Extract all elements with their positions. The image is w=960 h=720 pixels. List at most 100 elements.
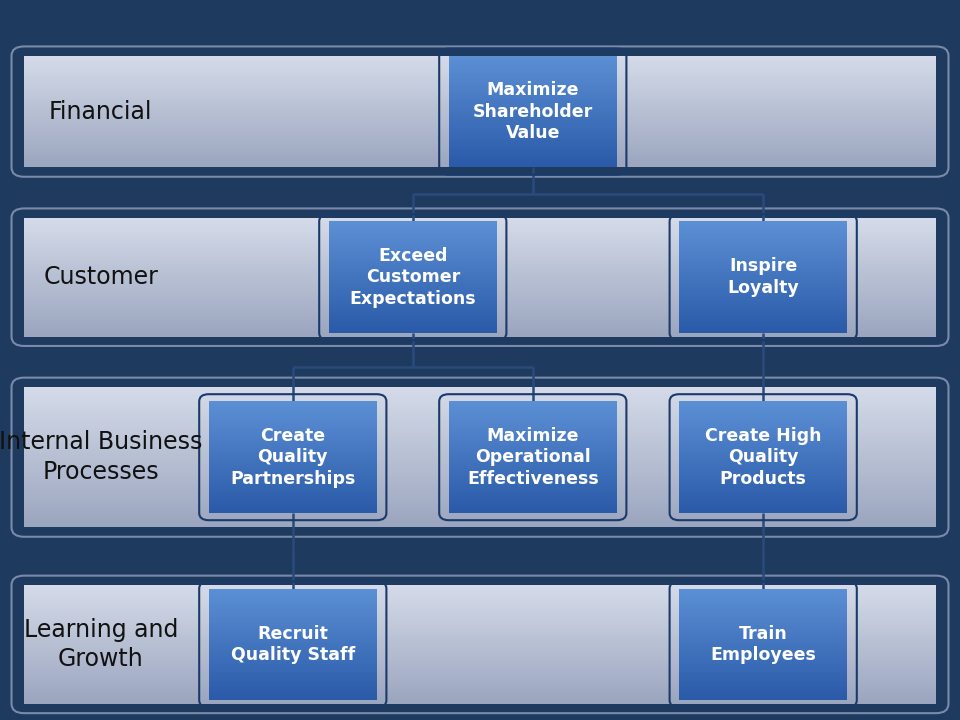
Bar: [24, 82, 936, 84]
Bar: [24, 154, 936, 156]
Bar: [24, 162, 936, 163]
Bar: [24, 71, 936, 73]
Bar: [209, 432, 376, 435]
Bar: [680, 300, 848, 302]
Bar: [328, 246, 497, 249]
Bar: [24, 521, 936, 523]
Bar: [680, 670, 848, 672]
Bar: [24, 587, 936, 589]
Bar: [449, 159, 617, 162]
Bar: [209, 603, 376, 606]
Bar: [680, 308, 848, 311]
Bar: [680, 224, 848, 227]
Bar: [680, 508, 848, 510]
Bar: [24, 472, 936, 474]
Bar: [24, 631, 936, 632]
Bar: [209, 413, 376, 415]
Bar: [24, 89, 936, 91]
Bar: [449, 101, 617, 103]
Bar: [24, 264, 936, 266]
Bar: [24, 63, 936, 65]
Bar: [209, 510, 376, 513]
Bar: [680, 421, 848, 423]
Bar: [209, 482, 376, 485]
Bar: [24, 474, 936, 476]
Bar: [24, 163, 936, 166]
Bar: [680, 418, 848, 421]
Bar: [24, 153, 936, 154]
Bar: [24, 657, 936, 658]
Bar: [449, 441, 617, 444]
Bar: [209, 444, 376, 446]
Bar: [209, 613, 376, 616]
Bar: [328, 235, 497, 238]
Bar: [24, 269, 936, 271]
Bar: [449, 58, 617, 61]
Bar: [209, 628, 376, 631]
Bar: [680, 429, 848, 432]
Bar: [680, 294, 848, 297]
Text: Customer: Customer: [43, 265, 158, 289]
Bar: [449, 505, 617, 508]
Bar: [680, 261, 848, 264]
Bar: [24, 513, 936, 516]
Bar: [328, 224, 497, 227]
Bar: [24, 327, 936, 328]
Bar: [449, 438, 617, 441]
Bar: [24, 312, 936, 315]
Bar: [449, 404, 617, 407]
Bar: [24, 668, 936, 670]
Bar: [24, 289, 936, 291]
Bar: [24, 427, 936, 429]
Text: Train
Employees: Train Employees: [710, 625, 816, 664]
Bar: [449, 112, 617, 114]
Bar: [24, 670, 936, 672]
Bar: [680, 678, 848, 680]
Bar: [209, 477, 376, 480]
Bar: [449, 444, 617, 446]
Bar: [680, 695, 848, 698]
Bar: [24, 261, 936, 264]
Bar: [449, 449, 617, 451]
Bar: [209, 466, 376, 468]
Bar: [680, 222, 848, 224]
Bar: [24, 516, 936, 518]
Bar: [680, 246, 848, 249]
Bar: [24, 686, 936, 688]
Bar: [24, 455, 936, 457]
Bar: [209, 658, 376, 661]
Bar: [680, 413, 848, 415]
Bar: [24, 104, 936, 106]
Bar: [209, 683, 376, 686]
Bar: [209, 491, 376, 493]
Bar: [24, 390, 936, 392]
Bar: [449, 123, 617, 125]
Bar: [24, 328, 936, 330]
Bar: [449, 415, 617, 418]
Bar: [449, 148, 617, 150]
Bar: [24, 156, 936, 158]
Bar: [24, 297, 936, 299]
Bar: [449, 435, 617, 438]
Bar: [680, 255, 848, 258]
Bar: [209, 678, 376, 680]
Bar: [328, 249, 497, 252]
Bar: [24, 141, 936, 143]
Bar: [328, 300, 497, 302]
Bar: [449, 451, 617, 454]
Bar: [24, 429, 936, 431]
Bar: [209, 488, 376, 491]
Bar: [449, 413, 617, 415]
Bar: [24, 295, 936, 297]
Bar: [24, 243, 936, 246]
Bar: [24, 61, 936, 63]
Bar: [680, 644, 848, 647]
Bar: [209, 426, 376, 429]
Bar: [449, 61, 617, 64]
Bar: [680, 474, 848, 477]
Bar: [24, 132, 936, 134]
Bar: [680, 491, 848, 493]
Bar: [680, 606, 848, 608]
Bar: [449, 153, 617, 156]
Bar: [24, 450, 936, 452]
